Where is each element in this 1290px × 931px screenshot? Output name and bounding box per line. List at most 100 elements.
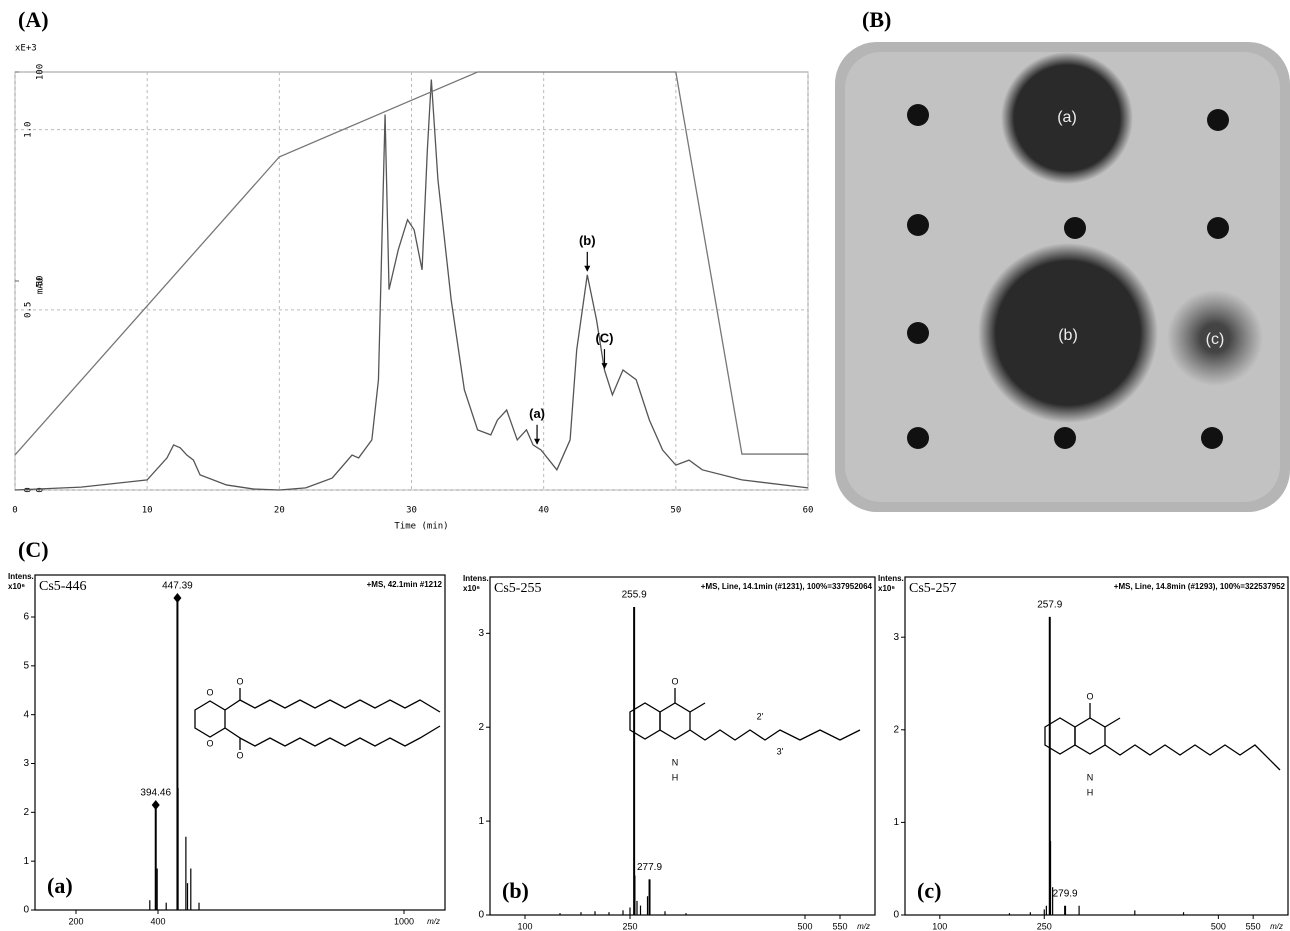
plot-frame bbox=[489, 576, 876, 916]
x-axis-label: Time (min) bbox=[394, 522, 448, 532]
peak-label: 255.9 bbox=[622, 590, 647, 601]
structure-label: H bbox=[672, 772, 679, 782]
plate: (a) (b) (c) bbox=[835, 42, 1290, 512]
x-axis-label: m/z bbox=[857, 922, 870, 931]
y-tick-label: 4 bbox=[23, 709, 29, 720]
x-axis-label: m/z bbox=[427, 917, 440, 926]
y-axis-label: Intens. bbox=[8, 572, 34, 581]
chart-header: +MS, Line, 14.8min (#1293), 100%=3225379… bbox=[1114, 582, 1286, 591]
panel-letter: (b) bbox=[502, 878, 529, 903]
y-multiplier: x10⁶ bbox=[463, 584, 480, 593]
y-tick-label: 5 bbox=[23, 660, 29, 671]
structure-label: O bbox=[206, 687, 213, 697]
x-tick-label: 550 bbox=[1246, 921, 1261, 931]
y-tick-label: 2 bbox=[478, 722, 484, 733]
x-tick-label: 100 bbox=[932, 921, 947, 931]
panel-label: (B) bbox=[862, 7, 891, 32]
structure-label: O bbox=[236, 676, 243, 686]
structure bbox=[194, 688, 441, 750]
y2-tick-label: 50 bbox=[36, 276, 46, 287]
zone-label: (a) bbox=[1057, 109, 1077, 126]
peak-marker bbox=[173, 592, 182, 603]
x-tick-label: 200 bbox=[68, 916, 83, 926]
structure-label: 2' bbox=[757, 711, 764, 721]
plot-frame bbox=[904, 576, 1289, 916]
panel-letter: (a) bbox=[47, 873, 73, 898]
panel-letter: (c) bbox=[917, 878, 941, 903]
zone-label: (b) bbox=[1058, 327, 1078, 344]
y-tick-label: 1 bbox=[893, 817, 899, 828]
chart-header: +MS, 42.1min #1212 bbox=[367, 580, 443, 589]
x-tick-label: 250 bbox=[622, 921, 637, 931]
peak-label: 257.9 bbox=[1037, 599, 1062, 610]
y-tick-label: 2 bbox=[23, 807, 29, 818]
annotation-arrowhead bbox=[534, 438, 541, 445]
annotation: (a) bbox=[529, 406, 545, 421]
y-tick-label: 3 bbox=[893, 632, 899, 643]
chart-title: Cs5-257 bbox=[909, 581, 956, 596]
x-axis-label: m/z bbox=[1270, 922, 1283, 931]
chart-title: Cs5-446 bbox=[39, 579, 86, 594]
peak-label: 394.46 bbox=[140, 788, 171, 799]
annotation: (C) bbox=[595, 331, 613, 346]
structure-label: O bbox=[206, 738, 213, 748]
data-line bbox=[14, 71, 808, 456]
x-tick-label: 500 bbox=[797, 921, 812, 931]
y-tick-label: 0 bbox=[893, 910, 899, 921]
y2-tick-label: 0 bbox=[36, 487, 46, 492]
y-tick-label: 2 bbox=[893, 724, 899, 735]
x-tick-label: 10 bbox=[142, 506, 153, 516]
y-tick-label: 1 bbox=[478, 816, 484, 827]
y-tick-label: 6 bbox=[23, 612, 29, 623]
y-tick-label: 3 bbox=[478, 628, 484, 639]
x-tick-label: 550 bbox=[832, 921, 847, 931]
y-axis-label: Intens. bbox=[463, 574, 489, 583]
x-tick-label: 50 bbox=[670, 506, 681, 516]
y-multiplier: x10⁶ bbox=[878, 584, 895, 593]
inhibition-zone bbox=[1167, 290, 1263, 386]
chart-header: +MS, Line, 14.1min (#1231), 100%=3379520… bbox=[701, 582, 873, 591]
y2-tick-label: 100 bbox=[36, 64, 46, 80]
y-tick-label: 0.5 bbox=[24, 302, 34, 318]
structure bbox=[1044, 703, 1281, 771]
structure-label: O bbox=[671, 676, 678, 686]
annotation-arrowhead bbox=[601, 363, 608, 370]
peak-marker bbox=[151, 800, 160, 811]
y-tick-label: 3 bbox=[23, 758, 29, 769]
structure-label: H bbox=[1087, 787, 1094, 797]
data-line bbox=[14, 79, 809, 491]
x-tick-label: 100 bbox=[517, 921, 532, 931]
structure-label: 3' bbox=[777, 746, 784, 756]
y-axis-label: mAU bbox=[36, 278, 46, 294]
structure-label: O bbox=[236, 750, 243, 760]
panel-label: (A) bbox=[18, 7, 49, 32]
y-multiplier: xE+3 bbox=[15, 44, 37, 54]
x-tick-label: 500 bbox=[1211, 921, 1226, 931]
peak-label: 279.9 bbox=[1053, 888, 1078, 899]
y-tick-label: 0 bbox=[23, 905, 29, 916]
structure bbox=[629, 688, 861, 741]
zone-label: (c) bbox=[1206, 331, 1225, 348]
chart-title: Cs5-255 bbox=[494, 581, 541, 596]
panel-label: (C) bbox=[18, 537, 49, 562]
annotation-arrowhead bbox=[584, 265, 591, 272]
peak-label: 277.9 bbox=[637, 862, 662, 873]
wells bbox=[907, 104, 1229, 449]
x-tick-label: 30 bbox=[406, 506, 417, 516]
structure-label: N bbox=[1087, 772, 1094, 782]
x-tick-label: 0 bbox=[12, 506, 17, 516]
inhibition-zone bbox=[1001, 52, 1133, 184]
annotation: (b) bbox=[579, 233, 596, 248]
y-tick-label: 1 bbox=[23, 856, 29, 867]
structure-label: N bbox=[672, 757, 679, 767]
y-tick-label: 1.0 bbox=[24, 122, 34, 138]
plot-frame bbox=[34, 574, 446, 911]
y-axis-label: Intens. bbox=[878, 574, 904, 583]
inhibition-zone bbox=[978, 243, 1158, 423]
structure-label: O bbox=[1086, 691, 1093, 701]
x-tick-label: 20 bbox=[274, 506, 285, 516]
x-tick-label: 60 bbox=[803, 506, 814, 516]
y-multiplier: x10⁶ bbox=[8, 582, 25, 591]
x-tick-label: 40 bbox=[538, 506, 549, 516]
